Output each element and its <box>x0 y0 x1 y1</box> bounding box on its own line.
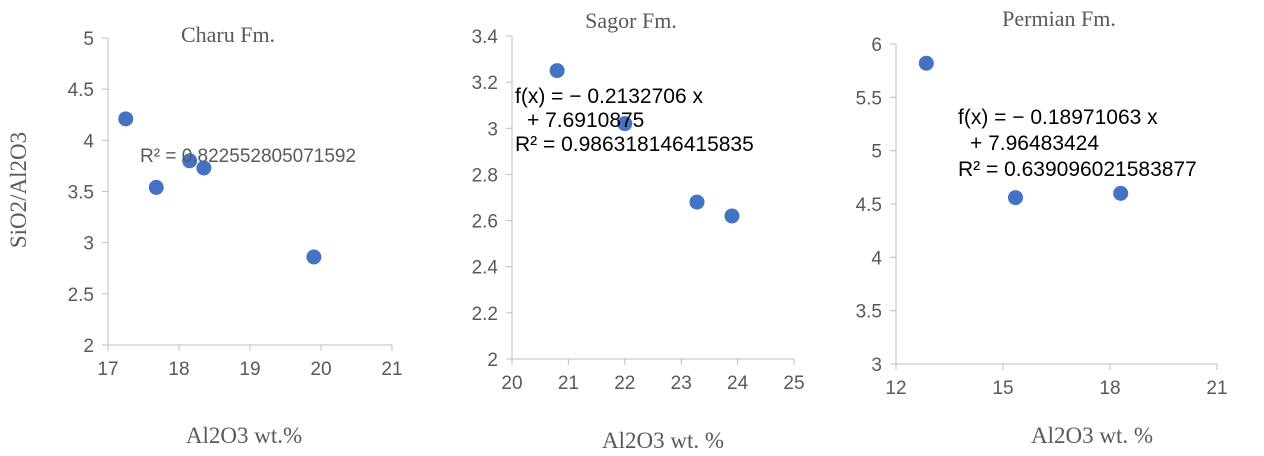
y-tick-label: 3.5 <box>856 302 882 323</box>
regression-annotation: R² = 0.822552805071592 <box>140 146 356 167</box>
data-point <box>182 153 198 169</box>
data-point <box>918 55 934 71</box>
chart-title: Sagor Fm. <box>585 8 677 33</box>
data-point <box>1007 190 1023 206</box>
x-tick-label: 22 <box>614 373 635 394</box>
y-tick-label: 4 <box>871 248 882 269</box>
y-tick-label: 3 <box>871 355 882 376</box>
data-point <box>724 208 740 224</box>
x-axis-label: Al2O3 wt. % <box>602 428 724 453</box>
y-tick-label: 3.5 <box>68 183 94 204</box>
y-tick-label: 4.5 <box>856 195 882 216</box>
y-tick-label: 3.2 <box>472 73 498 94</box>
y-tick-label: 5 <box>83 29 94 50</box>
x-tick-label: 24 <box>727 373 749 394</box>
x-tick-label: 20 <box>501 373 522 394</box>
y-tick-label: 5.5 <box>856 88 882 109</box>
y-tick-label: 3 <box>487 119 498 140</box>
x-tick-label: 21 <box>381 359 402 380</box>
y-tick-label: 4.5 <box>68 80 94 101</box>
x-tick-label: 15 <box>992 378 1013 399</box>
chart-title: Permian Fm. <box>1002 6 1116 31</box>
x-tick-label: 21 <box>1206 378 1227 399</box>
regression-annotation: + 7.96483424 <box>970 132 1099 155</box>
x-tick-label: 20 <box>310 359 331 380</box>
x-tick-label: 19 <box>239 359 260 380</box>
regression-annotation: + 7.6910875 <box>527 109 644 132</box>
y-tick-label: 5 <box>871 142 882 163</box>
x-tick-label: 23 <box>671 373 692 394</box>
x-tick-label: 21 <box>558 373 579 394</box>
y-tick-label: 2.4 <box>472 258 499 279</box>
y-tick-label: 3 <box>83 234 94 255</box>
chart-panel-1: 2 2.5 3 3.5 4 4.5 5 17 18 19 20 21 Charu Fm. Al2O3 wt… <box>6 22 403 448</box>
data-point <box>549 63 565 79</box>
data-point <box>118 111 134 127</box>
y-tick-label: 2.5 <box>68 285 94 306</box>
y-tick-label: 2 <box>83 336 94 357</box>
y-axis-label: SiO2/Al2O3 <box>6 132 31 248</box>
chart-panel-2: 2 2.2 2.4 2.6 2.8 3 3.2 3.4 20 21 22 23 24 25 Sagor Fm… <box>472 8 805 453</box>
chart-panel-3: 3 3.5 4 4.5 5 5.5 6 12 15 18 21 Permian Fm. Al2O3 wt… <box>856 6 1228 448</box>
data-point <box>617 116 633 132</box>
y-tick-label: 2 <box>487 350 498 371</box>
data-point <box>148 179 164 195</box>
x-tick-label: 25 <box>783 373 804 394</box>
x-axis-label: Al2O3 wt.% <box>186 423 302 448</box>
y-tick-label: 6 <box>871 35 882 56</box>
regression-annotation: R² = 0.639096021583877 <box>958 158 1197 181</box>
y-tick-label: 2.6 <box>472 212 498 233</box>
data-point <box>689 194 705 210</box>
regression-annotation: f(x) = − 0.18971063 x <box>958 106 1158 129</box>
data-point <box>306 249 322 265</box>
chart-title: Charu Fm. <box>181 22 275 47</box>
data-point <box>1113 185 1129 201</box>
x-tick-label: 17 <box>97 359 118 380</box>
x-axis-label: Al2O3 wt. % <box>1031 423 1153 448</box>
x-tick-label: 12 <box>885 378 906 399</box>
regression-annotation: R² = 0.986318146415835 <box>515 133 754 156</box>
data-point <box>196 160 212 176</box>
y-tick-label: 3.4 <box>472 27 499 48</box>
regression-annotation: f(x) = − 0.2132706 x <box>515 85 703 108</box>
y-tick-label: 2.8 <box>472 165 498 186</box>
x-tick-label: 18 <box>168 359 189 380</box>
x-tick-label: 18 <box>1099 378 1120 399</box>
y-tick-label: 4 <box>83 131 94 152</box>
y-tick-label: 2.2 <box>472 304 498 325</box>
